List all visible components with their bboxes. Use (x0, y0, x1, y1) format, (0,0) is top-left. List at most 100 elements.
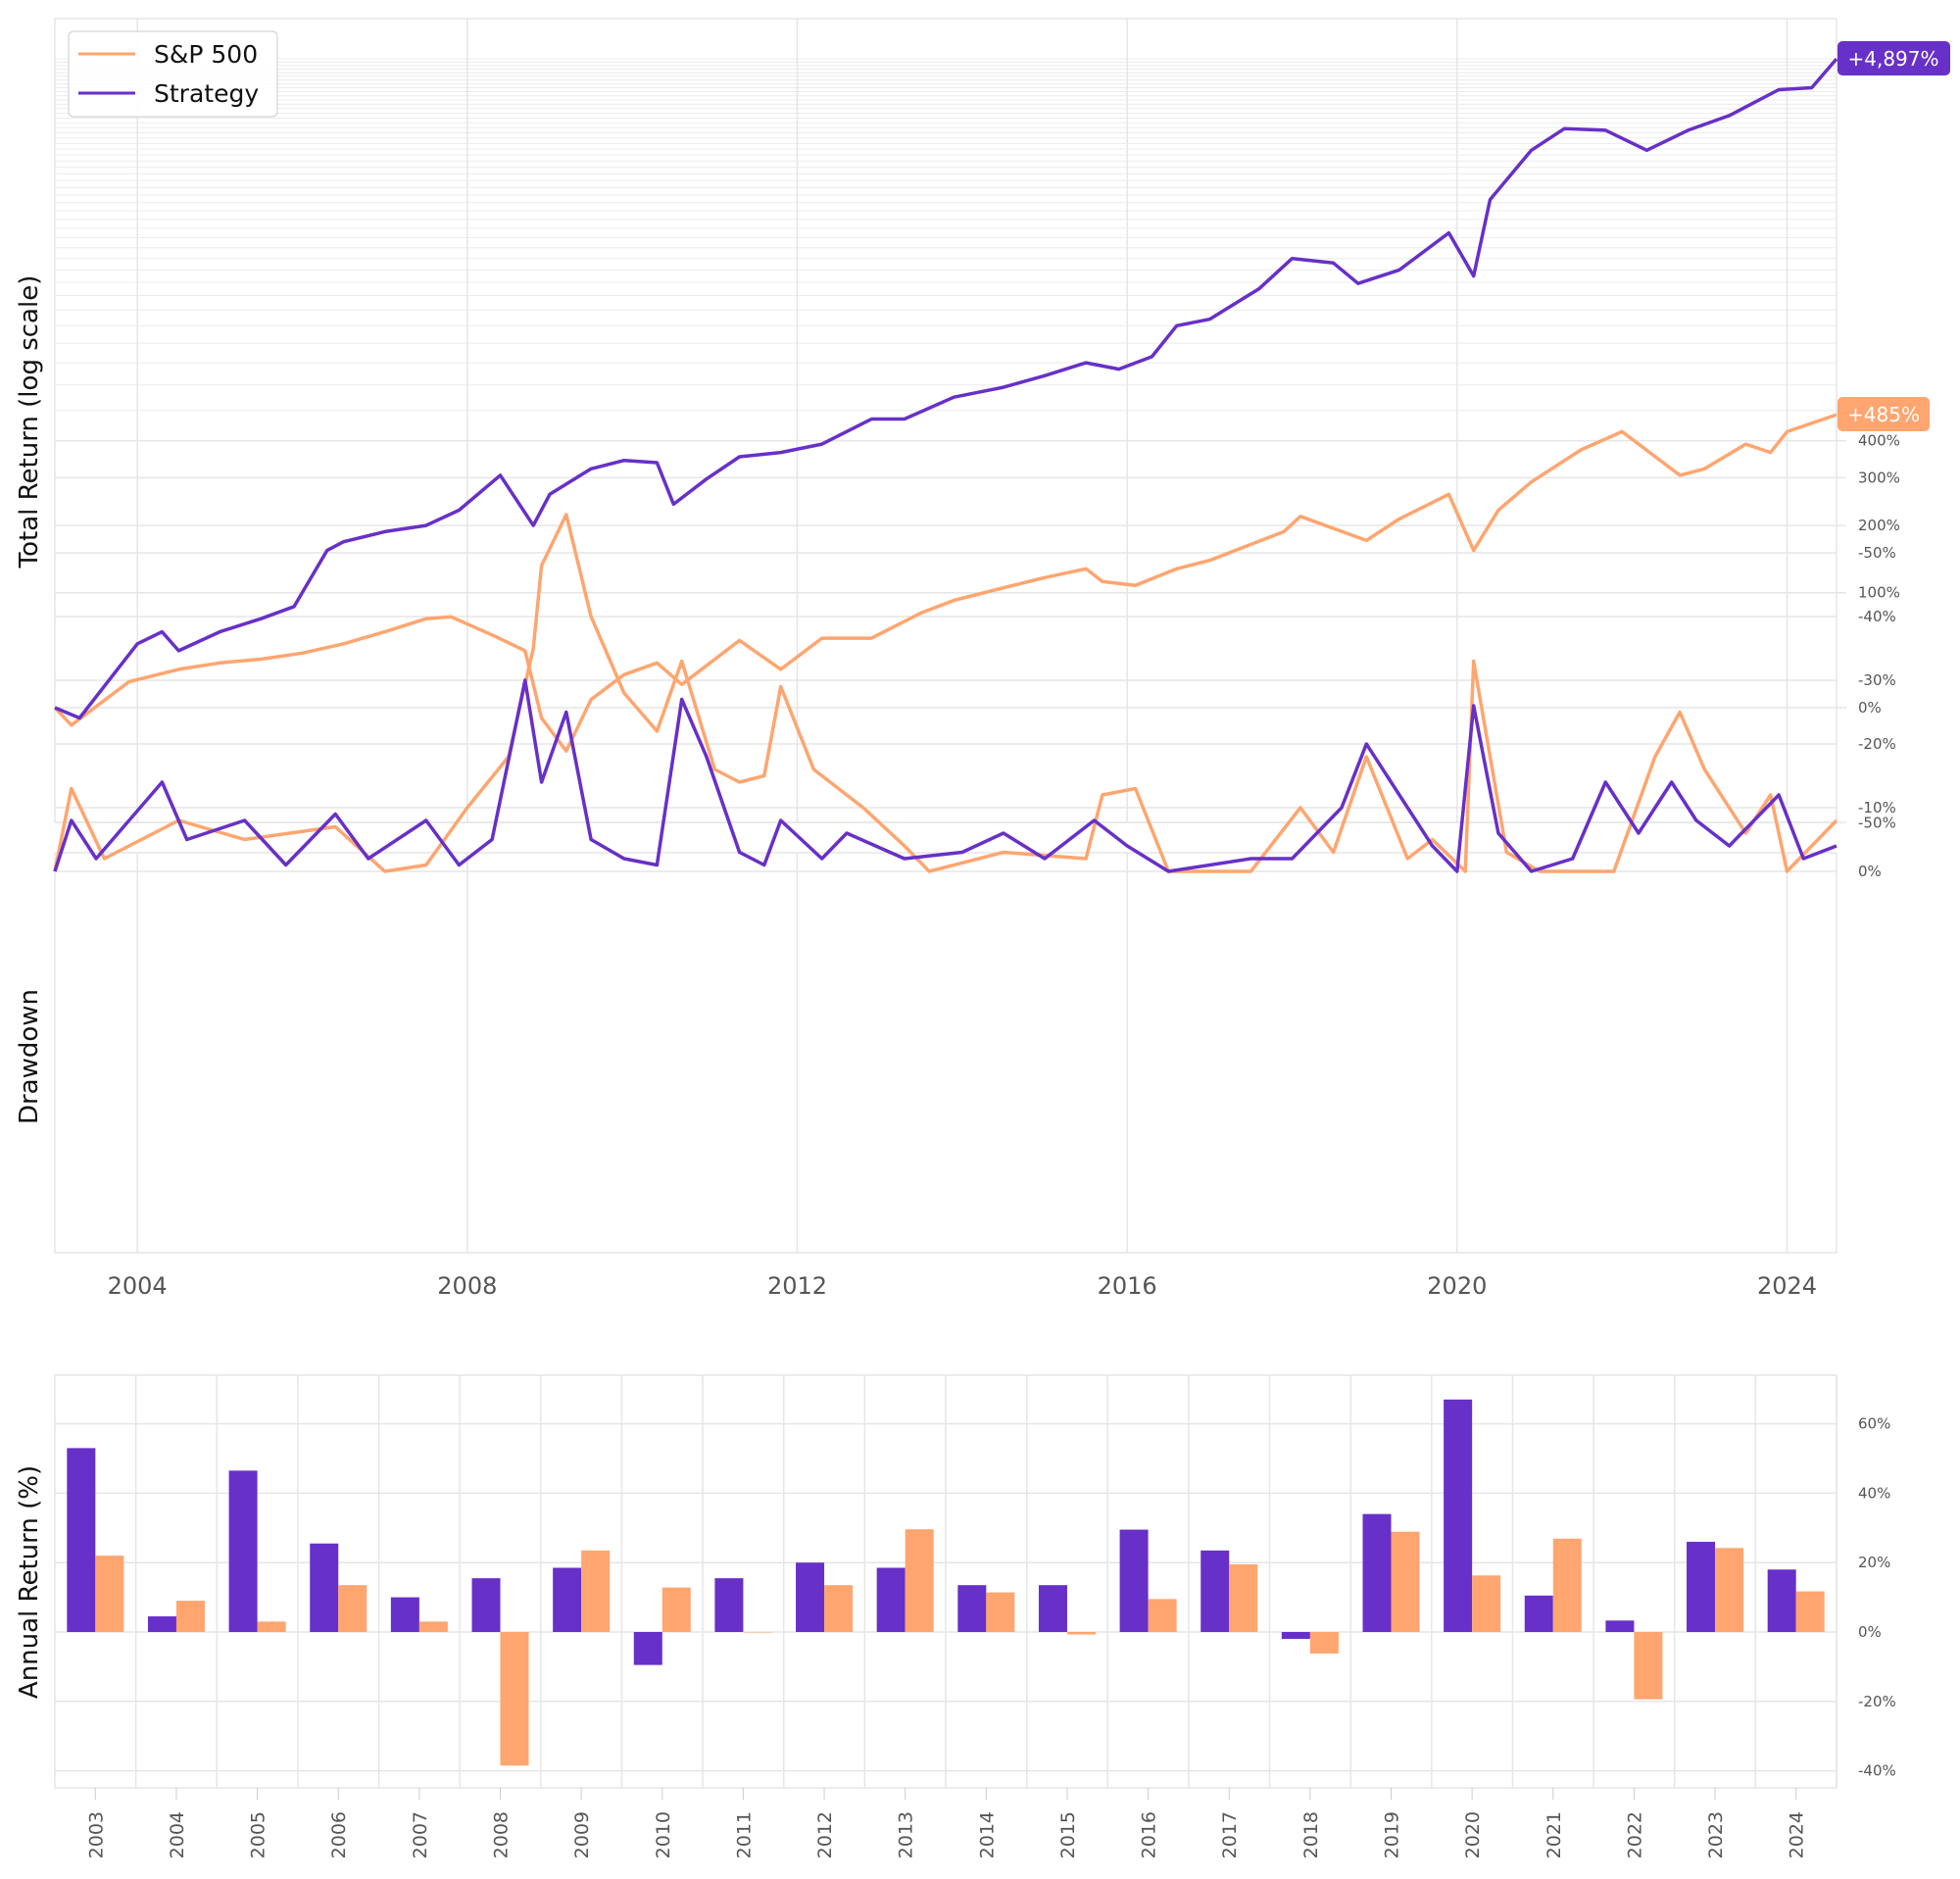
bar-sp500 (175, 1601, 205, 1632)
y-tick-label: 400% (1858, 432, 1900, 450)
bar-category-label: 2024 (1787, 1811, 1808, 1858)
annual-return-axis-label: Annual Return (%) (15, 1465, 44, 1699)
bar-sp500 (1229, 1563, 1258, 1632)
bar-category-label: 2021 (1544, 1811, 1565, 1858)
y-tick-label: 60% (1858, 1415, 1890, 1433)
bar-category-label: 2022 (1624, 1811, 1645, 1858)
bar-sp500 (986, 1592, 1015, 1632)
x-tick-label: 2008 (437, 1272, 497, 1300)
bar-strategy (147, 1616, 176, 1632)
bar-category-label: 2011 (733, 1811, 755, 1858)
bar-sp500 (500, 1632, 529, 1766)
bar-sp500 (1715, 1548, 1744, 1632)
svg-text:+485%: +485% (1847, 403, 1920, 426)
bar-category-label: 2009 (571, 1811, 593, 1858)
bar-category-label: 2020 (1462, 1811, 1484, 1858)
bar-category-label: 2007 (410, 1811, 431, 1858)
bar-category-label: 2005 (248, 1811, 270, 1858)
legend-label-strategy: Strategy (154, 79, 259, 108)
bar-strategy (633, 1632, 662, 1665)
legend: S&P 500 Strategy (68, 30, 278, 118)
y-tick-label: -40% (1858, 1762, 1896, 1780)
bar-category-label: 2006 (328, 1811, 350, 1858)
bar-sp500 (338, 1585, 368, 1632)
bar-sp500 (1309, 1632, 1339, 1654)
bar-sp500 (1552, 1538, 1582, 1632)
bar-strategy (957, 1585, 987, 1632)
bar-strategy (1281, 1632, 1310, 1640)
bar-sp500 (95, 1556, 124, 1632)
y-tick-label: -20% (1858, 735, 1896, 753)
bar-strategy (471, 1578, 501, 1632)
bar-sp500 (743, 1632, 772, 1633)
y-tick-label: 100% (1858, 584, 1900, 602)
y-tick-label: 300% (1858, 469, 1900, 486)
bar-strategy (553, 1567, 582, 1632)
x-tick-label: 2004 (108, 1272, 168, 1300)
drawdown-line-strategy (53, 678, 1838, 873)
bar-sp500 (1148, 1599, 1177, 1632)
bar-strategy (1200, 1550, 1230, 1632)
bar-strategy (310, 1543, 339, 1632)
y-tick-label: 200% (1858, 517, 1900, 534)
bar-strategy (1524, 1595, 1553, 1632)
bar-sp500 (1634, 1632, 1663, 1700)
bar-category-label: 2003 (85, 1811, 107, 1858)
total-return-axis-label: Total Return (log scale) (15, 275, 44, 569)
bar-sp500 (824, 1585, 854, 1632)
bar-strategy (1767, 1569, 1796, 1632)
bar-strategy (390, 1597, 419, 1632)
bar-sp500 (1066, 1632, 1096, 1635)
y-tick-label: -30% (1858, 671, 1896, 689)
bar-sp500 (418, 1621, 448, 1632)
bar-strategy (67, 1448, 96, 1632)
bar-category-label: 2015 (1057, 1811, 1079, 1858)
bar-sp500 (1472, 1575, 1501, 1632)
legend-label-sp500: S&P 500 (154, 40, 258, 69)
bar-strategy (796, 1562, 825, 1632)
x-tick-label: 2020 (1427, 1272, 1487, 1300)
svg-text:+4,897%: +4,897% (1847, 47, 1938, 71)
drawdown-axis-label: Drawdown (15, 989, 44, 1124)
bar-strategy (1687, 1541, 1716, 1632)
bar-sp500 (905, 1529, 934, 1632)
total-return-panel-frame (54, 18, 1838, 823)
bar-category-label: 2018 (1300, 1811, 1322, 1858)
y-tick-label: 20% (1858, 1554, 1890, 1571)
bar-sp500 (1795, 1591, 1825, 1632)
y-tick-label: 0% (1858, 863, 1882, 880)
y-tick-label: -50% (1858, 814, 1896, 831)
bar-sp500 (662, 1587, 691, 1632)
bar-strategy (1119, 1529, 1149, 1632)
y-tick-label: 0% (1858, 1623, 1882, 1641)
y-tick-label: 40% (1858, 1484, 1890, 1502)
bar-strategy (228, 1470, 258, 1632)
x-tick-label: 2016 (1098, 1272, 1157, 1300)
bar-category-label: 2013 (896, 1811, 917, 1858)
return-line-sp500 (53, 413, 1838, 753)
bar-sp500 (581, 1550, 611, 1632)
bar-strategy (876, 1567, 906, 1632)
bar-strategy (1038, 1585, 1067, 1632)
bar-category-label: 2023 (1705, 1811, 1727, 1858)
end-label-strategy: +4,897% (1838, 41, 1950, 75)
bar-strategy (1444, 1399, 1473, 1632)
bar-sp500 (257, 1621, 286, 1632)
bar-category-label: 2019 (1382, 1811, 1403, 1858)
y-tick-label: -40% (1858, 608, 1896, 625)
bar-category-label: 2004 (167, 1811, 188, 1858)
return-line-strategy (54, 57, 1838, 720)
end-label-sp500: +485% (1838, 397, 1930, 431)
y-tick-label: -10% (1858, 799, 1896, 816)
y-tick-label: -20% (1858, 1693, 1896, 1710)
y-tick-label: -50% (1858, 544, 1896, 562)
bar-sp500 (1391, 1531, 1420, 1632)
bar-category-label: 2012 (814, 1811, 836, 1858)
bar-category-label: 2008 (491, 1811, 513, 1858)
bar-strategy (1605, 1620, 1635, 1632)
x-tick-label: 2024 (1757, 1272, 1817, 1300)
bar-strategy (1362, 1513, 1392, 1632)
drawdown-line-sp500 (53, 513, 1838, 873)
x-tick-label: 2012 (767, 1272, 827, 1300)
